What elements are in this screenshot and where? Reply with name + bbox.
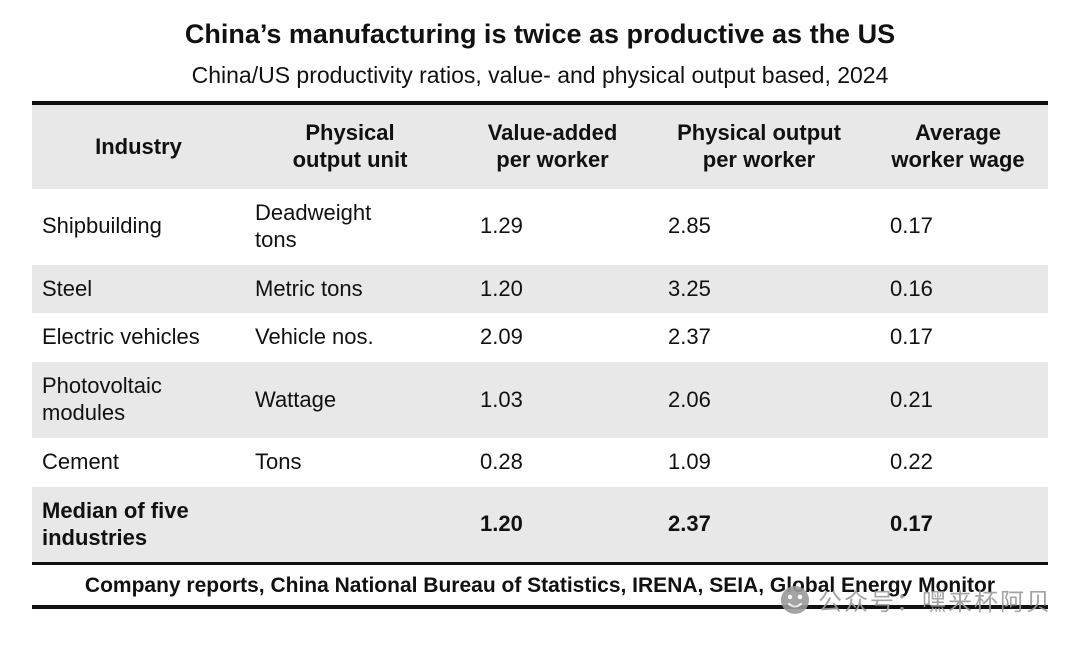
physical-output-cell: 1.09 bbox=[668, 448, 711, 474]
wage-cell: 0.22 bbox=[890, 448, 933, 474]
value-added-cell: 2.09 bbox=[480, 324, 523, 350]
pre-footer-rule bbox=[32, 562, 1048, 566]
table-row-photovoltaic-modules: Photovoltaic modules Wattage 1.03 2.06 0… bbox=[32, 362, 1048, 438]
unit-cell: Deadweight tons bbox=[255, 200, 372, 252]
table-row-electric-vehicles: Electric vehicles Vehicle nos. 2.09 2.37… bbox=[32, 313, 1048, 362]
source-note: Company reports, China National Bureau o… bbox=[84, 574, 996, 598]
physical-output-cell: 2.37 bbox=[650, 486, 868, 563]
col-header-physical-output-per-worker: Physical output per worker bbox=[650, 105, 868, 189]
industry-cell: Photovoltaic modules bbox=[32, 362, 245, 438]
value-added-cell: 0.28 bbox=[480, 448, 523, 474]
unit-cell: Metric tons bbox=[245, 264, 455, 314]
table-row-steel: Steel Metric tons 1.20 3.25 0.16 bbox=[32, 264, 1048, 314]
industry-cell: Median of five industries bbox=[32, 486, 245, 563]
industry-cell: Shipbuilding bbox=[42, 213, 162, 239]
value-added-cell: 1.03 bbox=[455, 362, 650, 438]
industry-cell: Steel bbox=[32, 264, 245, 314]
wage-cell: 0.17 bbox=[868, 486, 1048, 563]
page-subtitle: China/US productivity ratios, value- and… bbox=[191, 61, 889, 88]
value-added-cell: 1.20 bbox=[455, 486, 650, 563]
industry-cell: Cement bbox=[42, 448, 120, 474]
value-added-cell: 1.29 bbox=[480, 213, 523, 239]
value-added-cell: 1.20 bbox=[455, 264, 650, 314]
col-header-physical-output-unit: Physical output unit bbox=[245, 105, 455, 189]
unit-cell: Tons bbox=[255, 448, 302, 474]
wage-cell: 0.17 bbox=[890, 213, 933, 239]
watermark: 公众号：嘿来杯阿贝 bbox=[780, 582, 1052, 617]
productivity-table: Industry Physical output unit Value-adde… bbox=[32, 105, 1048, 563]
wage-cell: 0.17 bbox=[890, 324, 933, 350]
table-row-cement: Cement Tons 0.28 1.09 0.22 bbox=[32, 438, 1048, 487]
industry-cell: Electric vehicles bbox=[42, 324, 200, 350]
col-header-industry: Industry bbox=[32, 105, 245, 189]
page-title: China’s manufacturing is twice as produc… bbox=[184, 19, 896, 49]
watermark-text: 公众号：嘿来杯阿贝 bbox=[818, 589, 1052, 616]
unit-cell bbox=[245, 486, 455, 563]
physical-output-cell: 2.37 bbox=[668, 324, 711, 350]
col-header-value-added-per-worker: Value-added per worker bbox=[455, 105, 650, 189]
top-rule bbox=[32, 101, 1048, 106]
physical-output-cell: 3.25 bbox=[650, 264, 868, 314]
col-header-average-worker-wage: Average worker wage bbox=[868, 105, 1048, 189]
figure-page: China’s manufacturing is twice as produc… bbox=[32, 19, 1048, 609]
unit-cell: Vehicle nos. bbox=[255, 324, 374, 350]
physical-output-cell: 2.85 bbox=[668, 213, 711, 239]
watermark-face-icon bbox=[780, 585, 810, 615]
table-row-median: Median of five industries 1.20 2.37 0.17 bbox=[32, 486, 1048, 563]
wage-cell: 0.21 bbox=[868, 362, 1048, 438]
wage-cell: 0.16 bbox=[868, 264, 1048, 314]
unit-cell: Wattage bbox=[245, 362, 455, 438]
table-row-shipbuilding: Shipbuilding Deadweight tons 1.29 2.85 0… bbox=[32, 189, 1048, 265]
bottom-rule bbox=[32, 604, 1048, 609]
physical-output-cell: 2.06 bbox=[650, 362, 868, 438]
table-header-row: Industry Physical output unit Value-adde… bbox=[32, 105, 1048, 189]
